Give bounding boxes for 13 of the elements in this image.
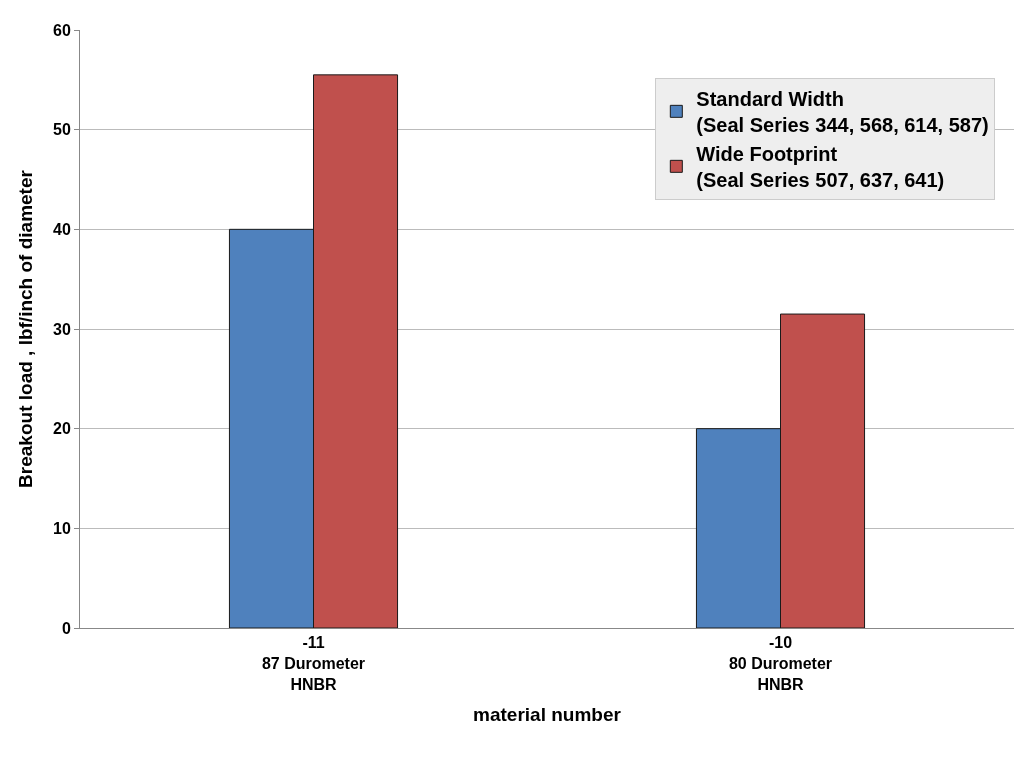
y-tick-label: 20	[53, 420, 71, 438]
x-tick-label: -10 80 Durometer HNBR	[728, 634, 833, 693]
legend-label: Wide Footprint (Seal Series 507, 637, 641)	[696, 143, 945, 192]
y-tick-label: 50	[53, 121, 71, 139]
x-axis-title: material number	[473, 703, 622, 725]
y-tick-label: 10	[53, 519, 71, 537]
y-tick-label: 60	[53, 21, 71, 39]
y-tick-label: 0	[61, 619, 71, 637]
x-tick-label: -11 87 Durometer HNBR	[261, 634, 366, 693]
y-tick-label: 40	[53, 220, 71, 238]
y-axis-title: Breakout load , lbf/inch of diameter	[15, 169, 36, 488]
y-tick-label: 30	[53, 320, 71, 338]
legend-label: Standard Width (Seal Series 344, 568, 614, 587)	[696, 88, 989, 137]
